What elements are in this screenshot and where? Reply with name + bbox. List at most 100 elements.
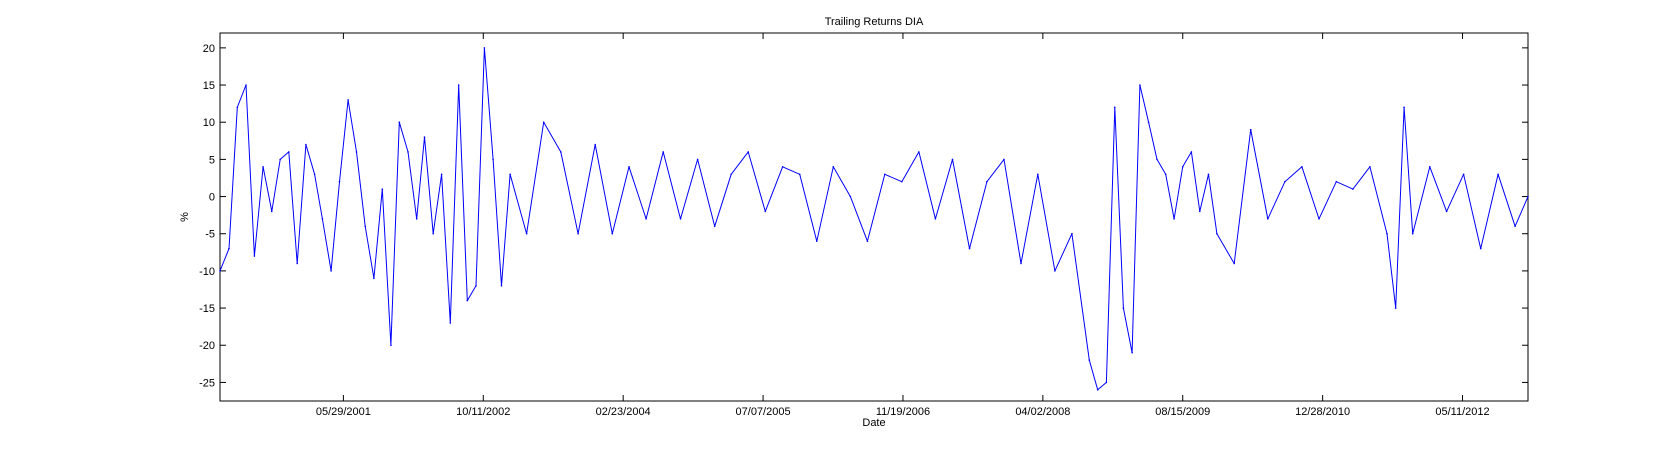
x-tick-label: 11/19/2006 — [876, 406, 930, 418]
data-point — [1071, 232, 1073, 235]
data-point — [883, 173, 886, 176]
data-point — [364, 225, 367, 228]
data-point — [1037, 173, 1039, 176]
data-point — [1156, 158, 1158, 161]
data-point — [577, 232, 579, 235]
data-point — [1301, 166, 1303, 168]
data-point — [407, 151, 409, 153]
data-point — [1318, 218, 1320, 220]
data-point — [1199, 210, 1201, 213]
data-point — [398, 121, 401, 124]
y-tick-label: 10 — [203, 117, 215, 129]
series-line — [219, 47, 1529, 391]
data-point — [432, 232, 434, 235]
data-point — [934, 218, 937, 220]
data-point — [1527, 195, 1529, 198]
data-point — [500, 284, 503, 287]
data-point — [662, 151, 664, 153]
data-point — [986, 180, 988, 183]
data-point — [1462, 173, 1465, 176]
data-point — [1147, 121, 1150, 124]
data-point — [509, 173, 511, 176]
data-point — [1249, 128, 1252, 131]
y-tick-label: -10 — [199, 266, 215, 278]
y-axis-label: % — [179, 212, 191, 222]
data-point — [457, 84, 460, 86]
data-point — [1190, 151, 1193, 153]
y-tick-label: -20 — [199, 340, 215, 352]
data-point — [1003, 158, 1005, 161]
data-point — [373, 277, 375, 280]
data-point — [747, 151, 750, 153]
data-point — [645, 218, 647, 220]
x-tick-label: 12/28/2010 — [1295, 406, 1350, 418]
data-point — [415, 218, 418, 220]
data-point — [611, 232, 614, 235]
data-point — [1403, 106, 1405, 109]
y-tick-label: 5 — [209, 154, 215, 166]
data-point — [1207, 173, 1210, 176]
data-point — [1139, 84, 1141, 86]
data-point — [1335, 180, 1338, 183]
data-point — [918, 151, 920, 153]
data-point — [228, 247, 230, 250]
data-point — [1113, 106, 1116, 109]
data-point — [483, 47, 486, 49]
y-tick-label: -25 — [199, 377, 215, 389]
data-point — [628, 166, 630, 168]
x-tick-label: 08/15/2009 — [1155, 406, 1210, 418]
data-point — [355, 151, 358, 153]
data-point — [1514, 225, 1516, 228]
data-point — [1131, 351, 1133, 354]
data-point — [1479, 247, 1482, 250]
chart-title: Trailing Returns DIA — [825, 16, 924, 28]
data-point — [849, 195, 852, 198]
data-point — [1020, 262, 1022, 265]
data-point — [1284, 180, 1286, 183]
x-tick-label: 05/11/2012 — [1435, 406, 1489, 418]
x-tick-label: 07/07/2005 — [736, 406, 791, 418]
data-point — [815, 240, 818, 242]
data-point — [1497, 173, 1499, 176]
data-point — [798, 173, 801, 176]
data-point — [245, 84, 247, 86]
data-point — [338, 180, 341, 183]
data-point — [1445, 210, 1448, 213]
data-point — [1428, 166, 1431, 168]
data-point — [381, 188, 384, 190]
data-point — [330, 270, 332, 272]
y-tick-label: 20 — [203, 43, 215, 55]
data-point — [1233, 262, 1236, 265]
data-point — [219, 270, 221, 272]
data-point — [1105, 381, 1108, 384]
data-point — [253, 255, 256, 257]
data-point — [262, 166, 264, 168]
data-point — [525, 232, 528, 235]
data-point — [236, 106, 239, 109]
x-tick-label: 04/02/2008 — [1015, 406, 1070, 418]
data-point — [832, 166, 835, 168]
data-point — [781, 166, 784, 168]
data-point — [305, 143, 307, 146]
data-point — [559, 151, 562, 153]
data-point — [1181, 166, 1184, 168]
data-point — [1088, 359, 1091, 361]
data-point — [279, 158, 281, 161]
data-point — [1266, 218, 1269, 220]
data-point — [1096, 389, 1099, 391]
y-tick-label: 0 — [209, 192, 215, 204]
data-point — [423, 136, 426, 138]
data-point — [866, 240, 869, 242]
data-point — [696, 158, 699, 161]
data-point — [1394, 307, 1397, 309]
data-point — [713, 225, 716, 228]
y-tick-label: -15 — [199, 303, 215, 315]
data-point — [1054, 270, 1056, 272]
data-point — [730, 173, 732, 176]
data-point — [449, 322, 452, 324]
data-point — [1164, 173, 1167, 176]
x-tick-label: 02/23/2004 — [596, 406, 651, 418]
data-point — [1369, 166, 1371, 168]
